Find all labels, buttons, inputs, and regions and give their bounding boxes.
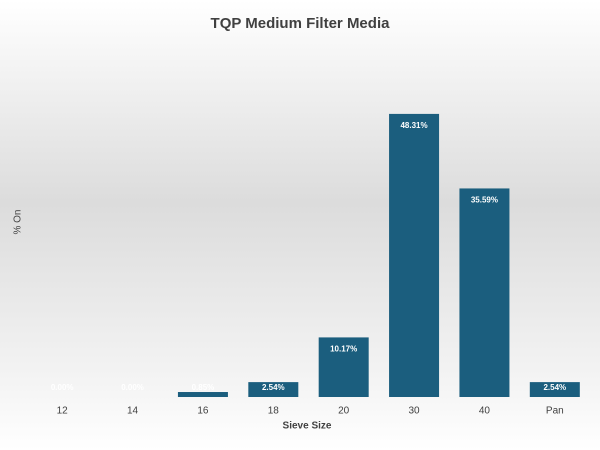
- x-axis-title: Sieve Size: [283, 421, 332, 432]
- bar: [389, 113, 440, 398]
- data-label: 0.00%: [51, 383, 74, 392]
- x-tick-label: 16: [197, 406, 209, 417]
- data-label: 48.31%: [400, 121, 427, 130]
- x-tick-label: 40: [479, 406, 491, 417]
- data-label: 0.85%: [192, 383, 215, 392]
- bar: [529, 382, 580, 397]
- data-label: 2.54%: [543, 383, 566, 392]
- x-tick-label: 12: [57, 406, 69, 417]
- bar: [318, 337, 369, 397]
- x-tick-label: 14: [127, 406, 139, 417]
- chart-title: TQP Medium Filter Media: [211, 15, 391, 32]
- data-label: 10.17%: [330, 345, 357, 354]
- x-tick-label: 30: [409, 406, 421, 417]
- data-label: 2.54%: [262, 383, 285, 392]
- data-label: 35.59%: [471, 196, 498, 205]
- x-tick-label: 20: [338, 406, 350, 417]
- x-tick-label: 18: [268, 406, 280, 417]
- bar: [177, 392, 228, 397]
- data-label: 0.00%: [121, 383, 144, 392]
- bar: [459, 188, 510, 397]
- x-tick-label: Pan: [546, 406, 564, 417]
- bar: [248, 382, 299, 397]
- y-axis-title: % On: [13, 209, 24, 234]
